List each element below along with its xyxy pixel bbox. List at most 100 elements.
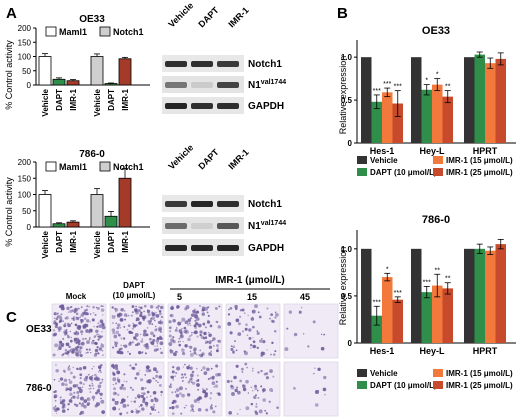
colony-dot (175, 393, 180, 398)
blot-band (217, 201, 239, 207)
colony-dot (270, 353, 272, 356)
western-blot-786-0: Vehicle DAPT IMR-1 Notch1 N1val1744 GAPD… (162, 142, 286, 256)
colony-dot (99, 381, 102, 385)
colony-dot (148, 369, 152, 373)
legend-label-notch1: Notch1 (113, 27, 144, 37)
colony-dot (85, 319, 90, 323)
colony-dot (148, 321, 152, 325)
colony-dot (180, 412, 183, 415)
colony-dot (274, 330, 277, 333)
legend-label-vehicle: Vehicle (370, 369, 398, 378)
blot-lane-label: DAPT (196, 5, 221, 30)
colony-plate (283, 303, 339, 359)
colony-dot (117, 393, 120, 397)
x-tick-label: HPRT (473, 146, 498, 156)
colony-dot (232, 345, 236, 349)
colony-dot (129, 386, 132, 389)
colony-dot (189, 345, 193, 349)
colony-dot (62, 353, 65, 356)
bar-hey-l (442, 288, 453, 343)
colony-dot (69, 348, 74, 352)
colony-dot (94, 348, 99, 353)
bar-notch1-imr-1 (118, 58, 132, 86)
colony-dot (100, 371, 102, 374)
colony-dot (200, 369, 203, 371)
colony-dot (206, 320, 211, 324)
colony-dot (67, 367, 71, 371)
colony-dot (126, 328, 129, 331)
colony-dot (80, 319, 84, 323)
colony-dot (88, 376, 93, 380)
colony-dot (276, 406, 279, 410)
colony-dot (150, 331, 154, 336)
colony-dot (86, 402, 91, 406)
colony-dot (61, 399, 66, 403)
colony-dot (66, 352, 69, 356)
colony-dot (54, 405, 57, 408)
colony-dot (98, 347, 102, 351)
colony-dot (191, 408, 194, 411)
colony-dot (188, 364, 191, 367)
colony-dot (182, 340, 184, 343)
colony-dot (239, 391, 241, 393)
colony-dot (88, 339, 91, 341)
colony-dot (171, 405, 175, 410)
colony-dot (101, 331, 103, 333)
colony-dot (143, 343, 147, 348)
colony-dot (135, 324, 138, 327)
colony-dot (119, 386, 123, 390)
blot-band (165, 245, 187, 251)
colony-dot (155, 374, 159, 378)
bar-notch1-dapt (104, 215, 118, 228)
panel-b-chart-786-0: Relative expression 786-0 0 0.5 1.0 Hes-1 H… (338, 214, 516, 390)
colony-dot (241, 330, 244, 333)
colony-dot (155, 328, 158, 331)
colony-dot (210, 405, 212, 408)
colony-dot (250, 386, 253, 389)
colony-dot (184, 320, 189, 325)
colony-dot (120, 307, 124, 312)
colony-dot (92, 387, 95, 390)
colony-dot (307, 345, 310, 348)
bar-hprt (474, 54, 485, 143)
blot-band (217, 245, 239, 251)
colony-dot (202, 366, 206, 370)
colony-dot (82, 337, 85, 341)
colony-dot (142, 392, 146, 396)
colony-dot (214, 307, 218, 310)
colony-dot (144, 352, 147, 355)
colony-dot (201, 312, 206, 316)
colony-dot (256, 346, 259, 350)
colony-dot (112, 377, 117, 382)
colony-dot (184, 344, 188, 348)
colony-dot (149, 412, 152, 415)
colony-dot (190, 410, 192, 412)
colony-dot (178, 343, 182, 347)
colony-dot (63, 329, 68, 334)
colony-dot (53, 312, 57, 316)
colony-dot (154, 409, 157, 412)
colony-dot (159, 341, 164, 346)
colony-dot (83, 399, 88, 403)
colony-dot (174, 328, 178, 332)
legend-label-imr15: IMR-1 (15 μmol/L) (446, 369, 513, 378)
colony-dot (100, 397, 102, 400)
colony-dot (201, 355, 204, 357)
colony-dot (215, 344, 219, 347)
colony-dot (157, 411, 160, 414)
colony-dot (126, 396, 129, 398)
colony-dot (73, 391, 76, 394)
colony-dot (202, 388, 204, 390)
colony-dot (212, 337, 216, 341)
colony-dot (196, 311, 199, 313)
colony-dot (101, 335, 104, 338)
legend-label-dapt: DAPT (10 μmol/L) (370, 381, 437, 390)
colony-dot (157, 381, 159, 384)
colony-dot (181, 327, 183, 330)
colony-dot (198, 354, 201, 356)
colony-dot (246, 334, 249, 337)
bar-hey-l (411, 57, 422, 143)
colony-dot (256, 330, 259, 332)
colony-dot (205, 408, 209, 412)
colony-dot (269, 369, 273, 373)
